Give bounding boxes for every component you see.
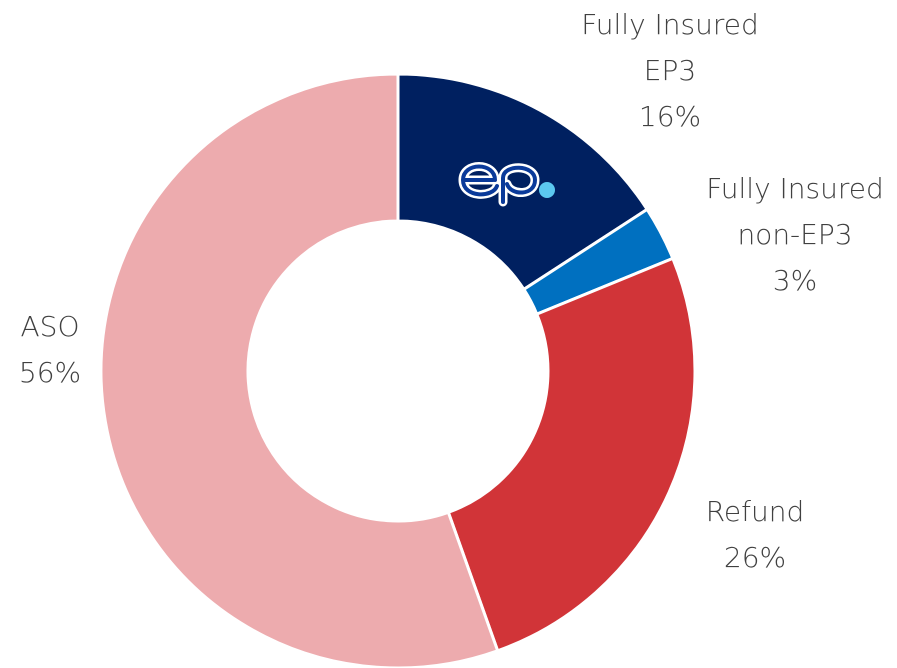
ep3-logo (458, 162, 555, 207)
value-label: 16% (638, 100, 702, 133)
donut-slice (396, 72, 650, 292)
slice-label: Fully Insured non-EP3 3% (685, 166, 897, 304)
category-label: Fully Insured EP3 (581, 8, 759, 87)
value-label: 3% (772, 264, 818, 297)
slice-label: Fully Insured EP3 16% (560, 2, 780, 140)
logo-dot (539, 182, 555, 198)
slice-label: ASO 56% (0, 304, 110, 396)
slice-label: Refund 26% (645, 489, 865, 581)
value-label: 26% (723, 541, 787, 574)
value-label: 56% (18, 356, 82, 389)
donut-slice (446, 256, 697, 653)
donut-slice (99, 72, 500, 668)
category-label: ASO (20, 310, 80, 343)
logo-inner (460, 164, 538, 204)
category-label: Fully Insured non-EP3 (706, 172, 884, 251)
category-label: Refund (705, 495, 805, 528)
